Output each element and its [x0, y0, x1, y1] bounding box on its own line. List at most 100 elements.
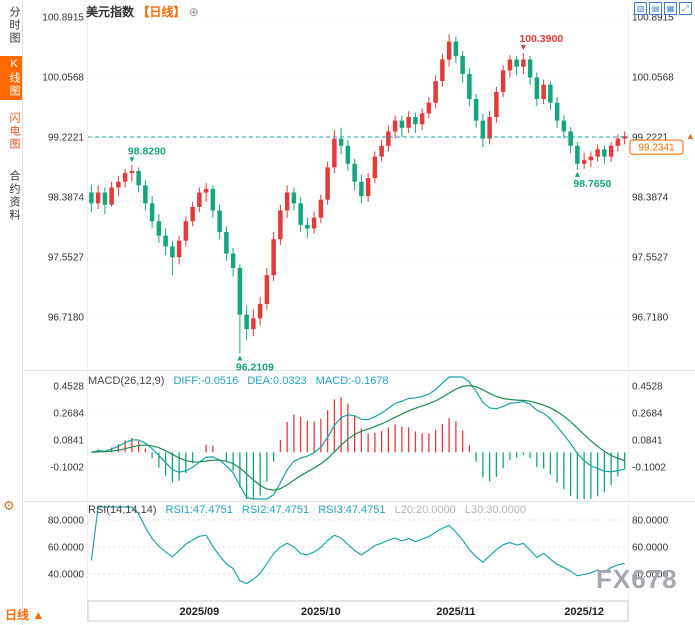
- macd-dea-line: [91, 384, 625, 491]
- candle-body: [264, 275, 270, 304]
- chart-header: 美元指数 【日线】 ⊕: [86, 3, 199, 20]
- sidebar-tab-kline-chart[interactable]: K线图: [0, 56, 22, 100]
- rsi-line: [90, 506, 625, 585]
- candle-body: [352, 163, 357, 182]
- candle-body: [460, 55, 465, 74]
- candle-body: [244, 314, 249, 330]
- candle-body: [149, 203, 155, 222]
- candle-body: [116, 181, 121, 188]
- candle-body: [622, 136, 627, 139]
- candle-body: [210, 188, 216, 211]
- line-view-icon[interactable]: ▦: [664, 2, 677, 15]
- candle-body: [170, 246, 175, 258]
- candle-body: [176, 240, 182, 258]
- zoom-plus-icon[interactable]: ⊕: [188, 5, 199, 19]
- fullscreen-icon[interactable]: ⤢: [679, 2, 692, 15]
- macd-value: MACD:-0.1678: [315, 375, 389, 387]
- candle-body: [440, 59, 445, 82]
- candle-body: [332, 138, 337, 168]
- candle-body: [311, 217, 317, 229]
- time-axis-band: [87, 600, 629, 622]
- candle-body: [615, 138, 621, 146]
- price-up-arrow-icon: ▲: [686, 131, 695, 141]
- price-annotation: 98.8290: [128, 145, 166, 157]
- candle-body: [473, 99, 479, 121]
- annotation-arrow-icon: [574, 171, 580, 177]
- symbol-title: 美元指数: [86, 5, 135, 19]
- candle-body: [318, 199, 324, 218]
- rsi-l30-value: L30:30.0000: [464, 504, 526, 516]
- time-axis-label: 2025/10: [301, 606, 341, 618]
- rsi-axis-label-left: 40.0000: [48, 570, 85, 581]
- candle-body: [608, 145, 614, 157]
- price-axis-label-right: 98.3874: [632, 193, 669, 204]
- candle-body: [467, 73, 472, 100]
- candle-body: [541, 84, 546, 100]
- candle-body: [284, 192, 290, 211]
- candle-body: [548, 84, 553, 103]
- candle-body: [251, 318, 256, 330]
- price-axis-label-left: 96.7180: [48, 313, 85, 324]
- macd-diff-line: [91, 376, 625, 500]
- candle-body: [446, 41, 452, 60]
- rsi-axis-label-left: 80.0000: [48, 516, 85, 527]
- candle-body: [406, 117, 411, 128]
- bar-view-icon[interactable]: ▤: [649, 2, 662, 15]
- sidebar-tab-contract-info[interactable]: 合约资料: [8, 170, 20, 222]
- annotation-arrow-icon: [237, 355, 243, 361]
- candle-body: [102, 192, 108, 205]
- price-annotation: 96.2109: [236, 361, 274, 373]
- rsi-axis-label-left: 60.0000: [48, 543, 85, 554]
- rsi-l20-value: L20:20.0000: [394, 504, 456, 516]
- sidebar-tab-time-chart[interactable]: 分时图: [8, 6, 20, 45]
- candle-body: [514, 59, 519, 67]
- time-axis-label: 2025/09: [179, 606, 219, 618]
- candle-body: [527, 59, 533, 78]
- candle-body: [190, 206, 195, 222]
- candle-body: [359, 181, 364, 197]
- macd-diff-value: DIFF:-0.0516: [173, 375, 239, 387]
- candle-body: [143, 185, 148, 204]
- macd-axis-label-right: 0.4528: [632, 382, 663, 393]
- candle-body: [494, 91, 499, 118]
- candle-body: [419, 113, 425, 125]
- annotation-arrow-icon: [129, 157, 135, 163]
- candle-body: [224, 232, 229, 254]
- sidebar-tab-lightning-chart[interactable]: 闪电图: [8, 112, 20, 151]
- candle-body: [291, 192, 297, 204]
- macd-axis-label-left: -0.1002: [50, 462, 84, 473]
- chart-toolbar: ▥ ▤ ▦ ⤢: [634, 2, 692, 15]
- current-price-box: [629, 139, 684, 155]
- settings-gear-icon[interactable]: ⚙: [3, 498, 15, 513]
- candle-body: [554, 102, 560, 121]
- candle-body: [568, 131, 573, 146]
- candle-body: [500, 70, 506, 92]
- candle-body: [372, 156, 378, 179]
- rsi1-value: RSI1:47.4751: [165, 504, 233, 516]
- candle-body: [89, 192, 94, 204]
- watermark: FX678: [596, 564, 678, 594]
- candle-body: [197, 192, 202, 207]
- rsi-header: RSI(14,14,14) RSI1:47.4751 RSI2:47.4751 …: [88, 504, 526, 516]
- price-axis-label-right: 100.8915: [632, 13, 674, 24]
- candle-body: [129, 170, 135, 174]
- candle-body: [588, 156, 594, 161]
- period-selector-label: 日线: [5, 608, 30, 622]
- candlestick-view-icon[interactable]: ▥: [634, 2, 647, 15]
- time-axis-label: 2025/11: [436, 606, 475, 618]
- price-axis-label-left: 98.3874: [48, 193, 85, 204]
- price-axis-label-right: 97.5527: [632, 253, 669, 264]
- candle-body: [156, 221, 162, 236]
- candle-body: [521, 59, 526, 67]
- candle-body: [217, 210, 222, 233]
- period-selector[interactable]: 日线 ▲: [5, 606, 44, 623]
- annotation-arrow-icon: [520, 45, 526, 51]
- candle-body: [271, 239, 276, 276]
- macd-dea-value: DEA:0.0323: [247, 375, 307, 387]
- candle-body: [257, 303, 263, 319]
- period-label: 【日线】: [137, 5, 186, 19]
- period-up-arrow-icon: ▲: [32, 608, 45, 622]
- candle-body: [379, 145, 384, 157]
- candle-body: [413, 117, 418, 125]
